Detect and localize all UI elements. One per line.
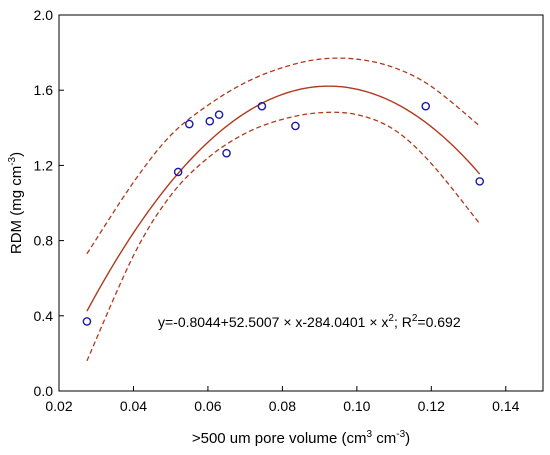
data-point <box>222 148 231 158</box>
data-point <box>257 101 267 111</box>
data-point <box>185 119 194 129</box>
x-tick-label: 0.12 <box>418 398 445 414</box>
x-tick-label: 0.08 <box>269 398 296 414</box>
y-tick-label: 0.0 <box>34 383 54 399</box>
data-point <box>214 110 224 119</box>
fit-equation: y=-0.8044+52.5007 × x-284.0401 × x2; R2=… <box>158 313 461 330</box>
y-tick-label: 0.8 <box>34 233 54 249</box>
confidence-band <box>86 57 481 362</box>
data-points <box>82 101 485 326</box>
data-point <box>421 101 431 111</box>
axis-ticks: 0.02 0.04 0.06 0.08 0.10 0.12 0.14 0.0 0.4 0.8 1.2… <box>34 7 520 414</box>
confidence-band-upper <box>86 57 481 255</box>
plot-frame <box>58 14 544 392</box>
x-axis-title: >500 um pore volume (cm3 cm-3) <box>192 429 410 447</box>
data-point <box>82 317 92 326</box>
x-tick-label: 0.02 <box>45 398 72 414</box>
data-point <box>173 167 183 177</box>
y-tick-label: 1.2 <box>34 157 54 173</box>
y-tick-label: 2.0 <box>34 7 54 23</box>
data-point <box>205 116 215 126</box>
x-tick-label: 0.06 <box>194 398 221 414</box>
x-tick-label: 0.04 <box>120 398 147 414</box>
data-point <box>475 177 485 186</box>
y-tick-label: 0.4 <box>34 308 54 324</box>
fit-curve <box>86 85 481 312</box>
data-point <box>291 121 300 131</box>
y-tick-label: 1.6 <box>34 82 54 98</box>
x-tick-label: 0.14 <box>492 398 519 414</box>
y-axis-title: RDM (mg cm-3) <box>7 152 25 254</box>
x-tick-label: 0.10 <box>343 398 370 414</box>
confidence-band-lower <box>86 111 481 362</box>
